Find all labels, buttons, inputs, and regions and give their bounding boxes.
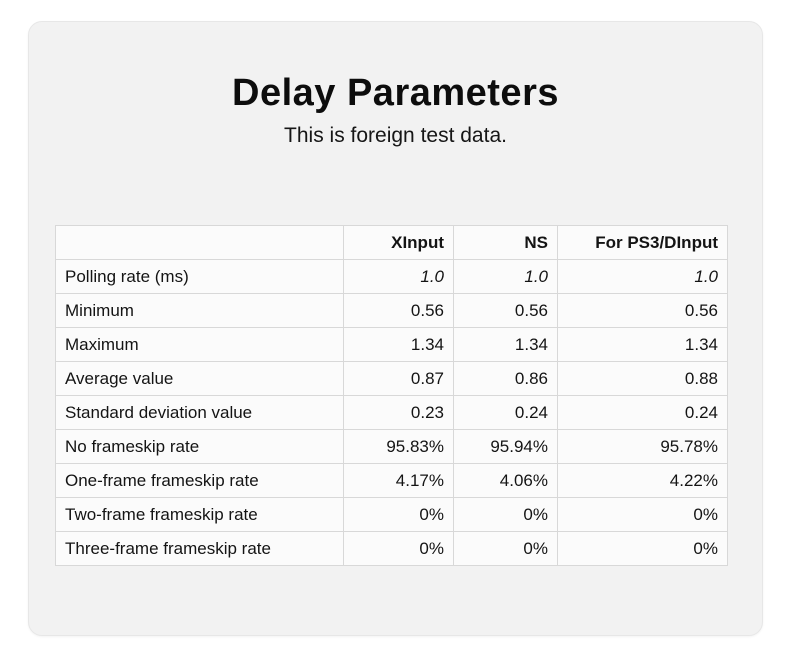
cell-value: 0% [343,497,454,532]
content-card: Delay Parameters This is foreign test da… [28,21,763,636]
cell-value: 0% [557,531,728,566]
cell-value: 0.56 [343,293,454,328]
cell-value: 0% [557,497,728,532]
cell-value: 95.83% [343,429,454,464]
cell-value: 0.86 [453,361,558,396]
row-label: Polling rate (ms) [55,259,344,294]
row-label: Standard deviation value [55,395,344,430]
cell-value: 4.17% [343,463,454,498]
delay-parameters-table: XInput NS For PS3/DInput Polling rate (m… [55,225,728,566]
cell-value: 0% [343,531,454,566]
cell-value: 0.88 [557,361,728,396]
cell-value: 4.06% [453,463,558,498]
table-row: One-frame frameskip rate 4.17% 4.06% 4.2… [55,463,728,498]
cell-value: 0.87 [343,361,454,396]
row-label: Maximum [55,327,344,362]
row-label: Minimum [55,293,344,328]
cell-value: 1.0 [343,259,454,294]
column-header-blank [55,225,344,260]
table-row: No frameskip rate 95.83% 95.94% 95.78% [55,429,728,464]
column-header-ps3-dinput: For PS3/DInput [557,225,728,260]
table-row: Polling rate (ms) 1.0 1.0 1.0 [55,259,728,294]
row-label: No frameskip rate [55,429,344,464]
row-label: Average value [55,361,344,396]
table-row: Three-frame frameskip rate 0% 0% 0% [55,531,728,566]
cell-value: 1.34 [453,327,558,362]
cell-value: 0.24 [557,395,728,430]
row-label: Two-frame frameskip rate [55,497,344,532]
cell-value: 0% [453,497,558,532]
table-row: Two-frame frameskip rate 0% 0% 0% [55,497,728,532]
cell-value: 95.78% [557,429,728,464]
table-row: Minimum 0.56 0.56 0.56 [55,293,728,328]
cell-value: 0.24 [453,395,558,430]
cell-value: 1.0 [557,259,728,294]
cell-value: 0.56 [453,293,558,328]
cell-value: 1.0 [453,259,558,294]
row-label: Three-frame frameskip rate [55,531,344,566]
cell-value: 0.23 [343,395,454,430]
column-header-xinput: XInput [343,225,454,260]
row-label: One-frame frameskip rate [55,463,344,498]
cell-value: 1.34 [557,327,728,362]
page-title: Delay Parameters [232,72,559,114]
cell-value: 0.56 [557,293,728,328]
cell-value: 0% [453,531,558,566]
cell-value: 1.34 [343,327,454,362]
table-header-row: XInput NS For PS3/DInput [55,225,728,260]
table-row: Average value 0.87 0.86 0.88 [55,361,728,396]
page-subtitle: This is foreign test data. [284,124,507,147]
column-header-ns: NS [453,225,558,260]
table-row: Standard deviation value 0.23 0.24 0.24 [55,395,728,430]
cell-value: 95.94% [453,429,558,464]
cell-value: 4.22% [557,463,728,498]
table-row: Maximum 1.34 1.34 1.34 [55,327,728,362]
